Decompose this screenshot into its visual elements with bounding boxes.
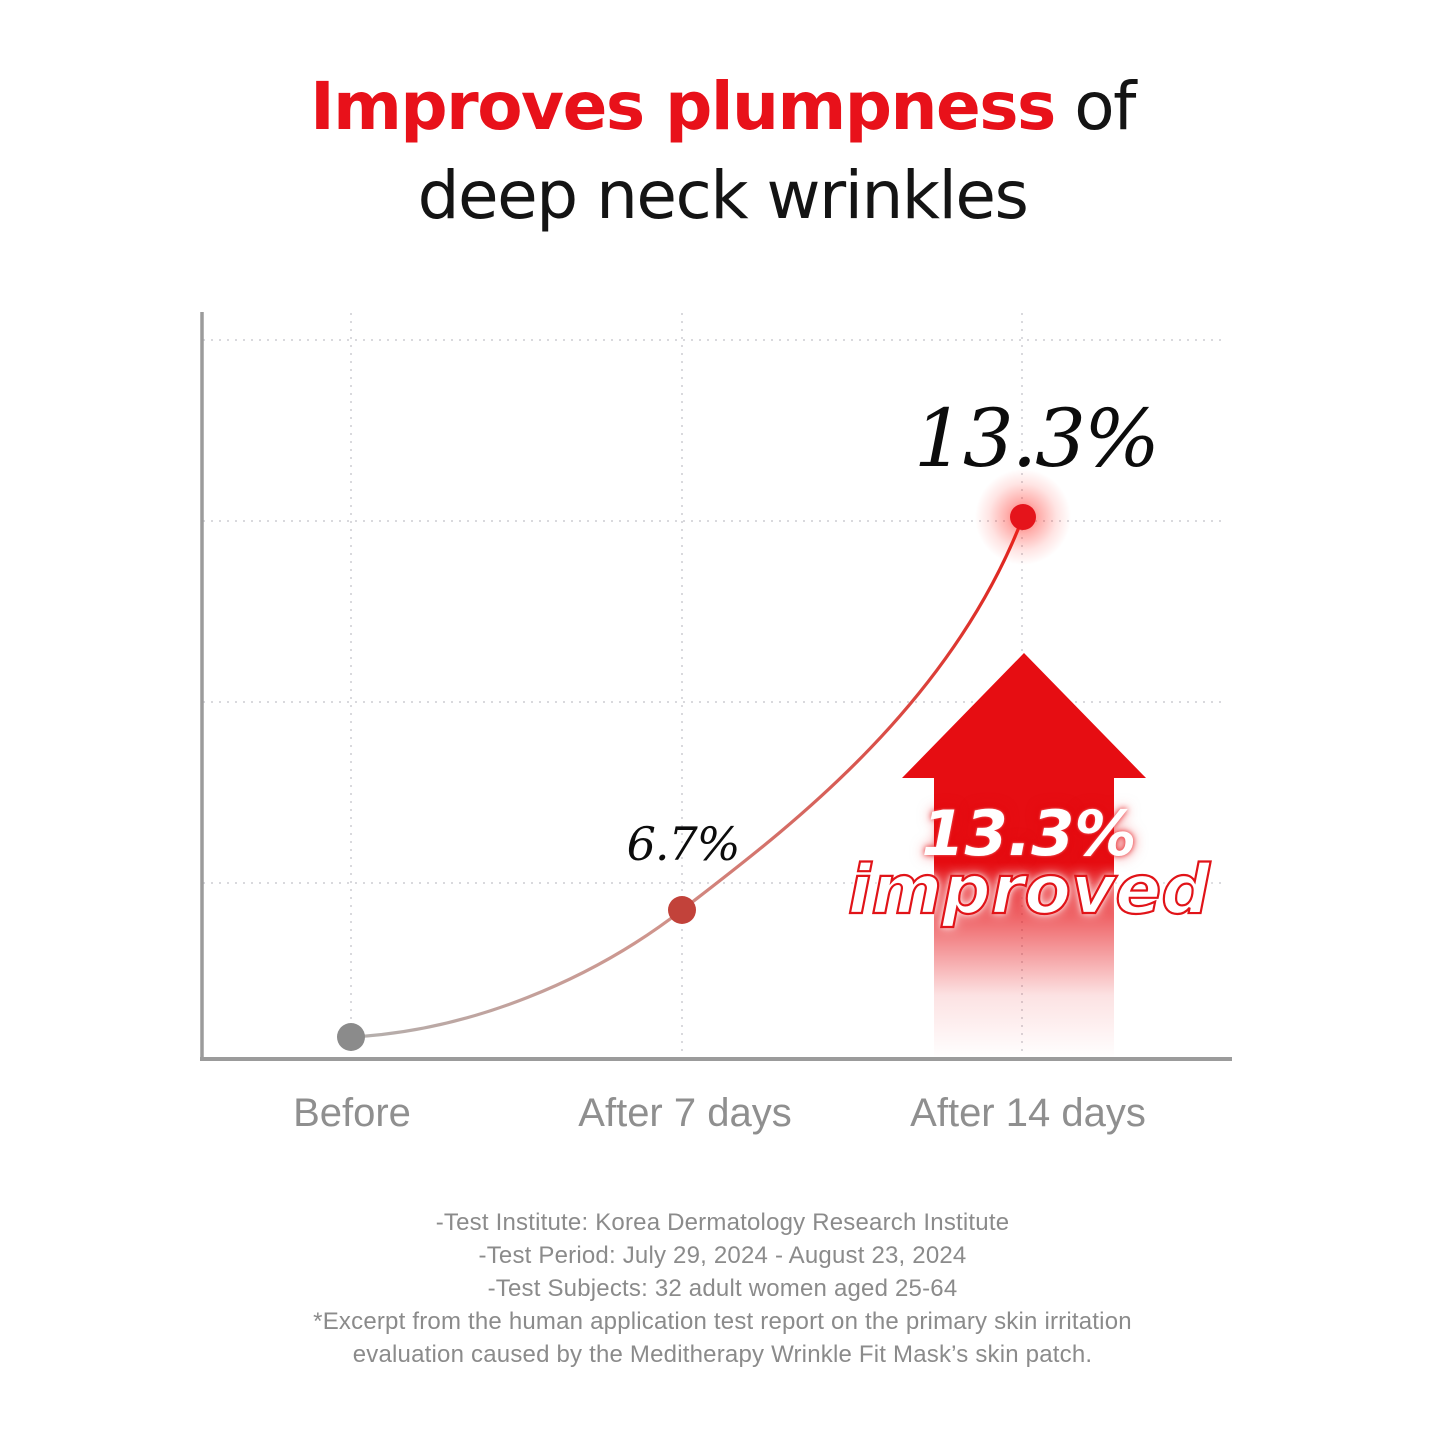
arrow-annotation: 13.3% improved xyxy=(847,797,1211,930)
data-point-14days xyxy=(1010,504,1036,530)
data-point-7days xyxy=(668,896,696,924)
title-suffix: of xyxy=(1054,68,1136,145)
footnote-line: -Test Period: July 29, 2024 - August 23,… xyxy=(478,1242,967,1269)
title-line-2: deep neck wrinkles xyxy=(417,157,1029,234)
x-axis-label-before: Before xyxy=(293,1091,411,1135)
footnote-line: evaluation caused by the Meditherapy Wri… xyxy=(352,1341,1093,1368)
arrow-head xyxy=(902,653,1146,778)
data-point-before xyxy=(337,1023,365,1051)
footnote-line: *Excerpt from the human application test… xyxy=(313,1308,1132,1335)
title-highlight: Improves plumpness xyxy=(310,68,1056,145)
footnotes: -Test Institute: Korea Dermatology Resea… xyxy=(0,1206,1445,1371)
arrow-shaft xyxy=(934,776,1114,1059)
value-label-mid: 6.7% xyxy=(626,817,741,871)
footnote-line: -Test Subjects: 32 adult women aged 25-6… xyxy=(487,1275,958,1302)
arrow-up xyxy=(902,653,1146,1059)
title-line-1: Improves plumpness of xyxy=(0,62,1445,151)
arrow-value-label: 13.3% xyxy=(921,797,1137,870)
trend-curve xyxy=(349,515,1025,1039)
arrow-caption-label: improved xyxy=(847,851,1211,930)
x-axis-label-7days: After 7 days xyxy=(578,1091,792,1135)
value-label-final: 13.3% xyxy=(913,392,1160,485)
page-title: Improves plumpness of deep neck wrinkles xyxy=(0,62,1445,240)
x-axis-label-14days: After 14 days xyxy=(910,1091,1146,1135)
footnote-line: -Test Institute: Korea Dermatology Resea… xyxy=(435,1209,1010,1236)
